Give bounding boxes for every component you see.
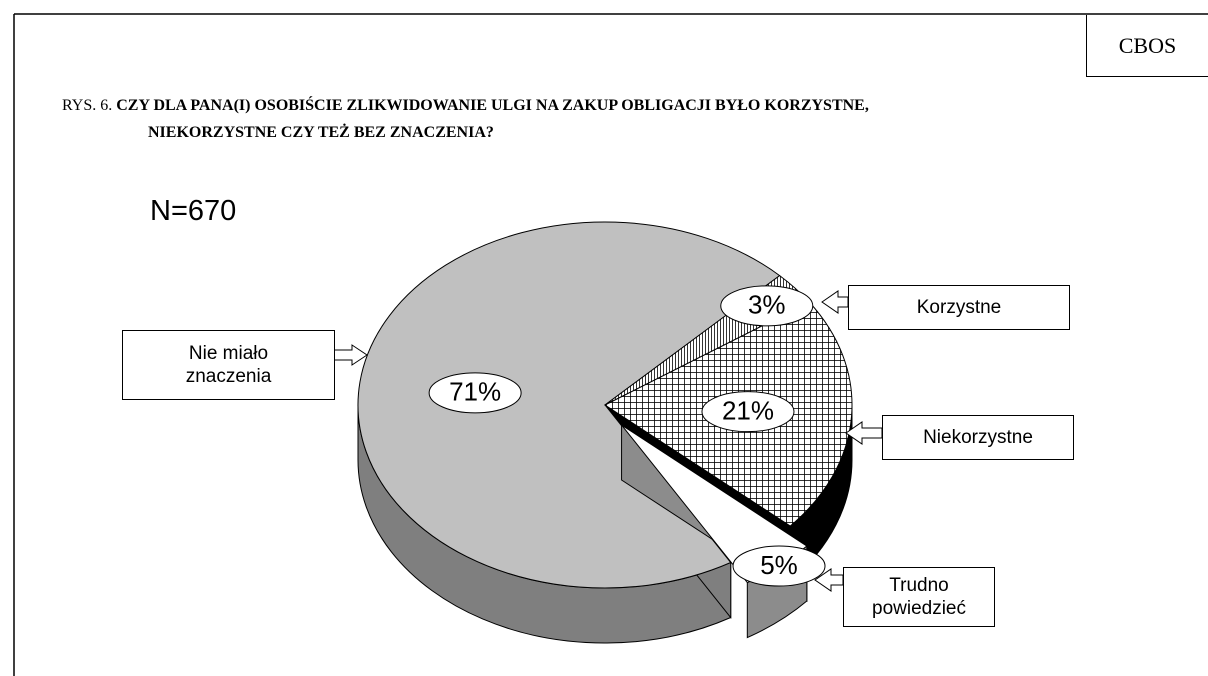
value-label: 3%	[748, 290, 786, 320]
chart-title: RYS. 6. CZY DLA PANA(I) OSOBIŚCIE ZLIKWI…	[62, 92, 968, 146]
callout-arrows	[333, 290, 883, 592]
legend-box: Korzystne	[848, 285, 1070, 330]
pie: 71% 3% 21% 5%	[357, 221, 853, 644]
legend-box: Niekorzystne	[882, 415, 1074, 460]
annotation: N=670	[150, 195, 237, 227]
value-label: 71%	[449, 377, 501, 407]
value-label-bg	[732, 545, 826, 587]
figure-label: RYS. 6.	[62, 97, 113, 114]
value-label-bg	[720, 285, 814, 327]
title-text: CZY DLA PANA(I) OSOBIŚCIE ZLIKWIDOWANIE …	[116, 97, 869, 141]
arrow	[333, 344, 368, 366]
value-label-bg	[701, 391, 795, 433]
header: CBOS	[1086, 15, 1208, 77]
value-label: 21%	[722, 396, 774, 426]
legend-box: Nie miało znaczenia	[122, 330, 335, 400]
value-label-bg	[428, 372, 522, 414]
arrow	[821, 290, 849, 314]
legend-box: Trudno powiedzieć	[843, 567, 995, 627]
value-label: 5%	[760, 550, 798, 580]
